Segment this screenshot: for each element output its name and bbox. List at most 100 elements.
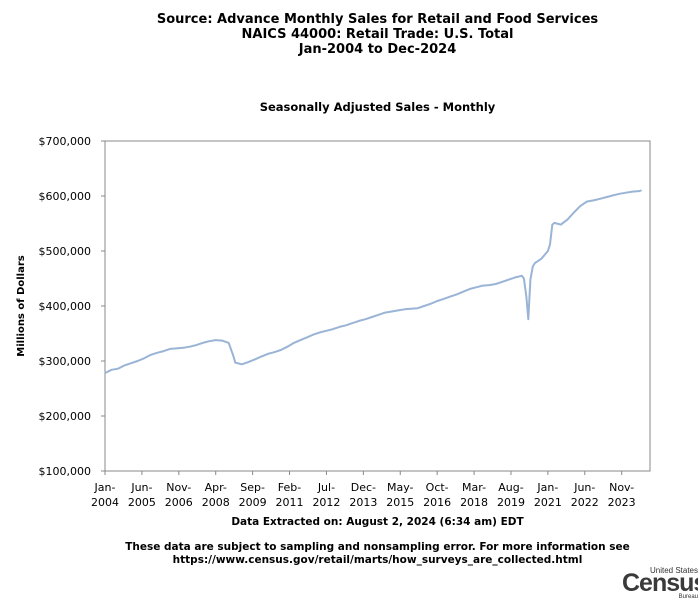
data-point <box>481 284 484 287</box>
data-point <box>267 353 269 355</box>
data-point <box>403 308 406 311</box>
data-point <box>618 193 621 195</box>
data-point <box>514 276 517 279</box>
data-point <box>592 199 595 202</box>
x-tick-label-month: Oct- <box>426 481 449 494</box>
data-point <box>442 298 445 300</box>
x-tick-label-month: Jan- <box>94 481 116 494</box>
data-point <box>540 257 543 260</box>
data-point <box>468 288 471 290</box>
data-point <box>640 189 642 192</box>
data-point <box>104 372 106 374</box>
header-source-line: Source: Advance Monthly Sales for Retail… <box>156 12 599 27</box>
y-tick-label: $100,000 <box>39 465 92 478</box>
data-point <box>553 222 556 224</box>
data-point <box>195 344 197 346</box>
x-axis: Jan- 2004 Jun- 2005 Nov- 2006 Apr- 2008 Sep- 2009… <box>91 471 636 509</box>
data-point <box>208 340 210 343</box>
data-point <box>547 250 549 252</box>
header-date-range: Jan-2004 to Dec-2024 <box>298 42 457 57</box>
footnote-line-1: These data are subject to sampling and n… <box>125 541 630 553</box>
data-point <box>410 308 412 310</box>
x-tick-label-month: Nov- <box>609 481 634 494</box>
data-point <box>188 345 191 348</box>
data-point <box>182 347 184 349</box>
data-point <box>162 350 165 352</box>
data-point <box>521 275 523 277</box>
data-point <box>475 286 478 289</box>
x-tick-label-month: Nov- <box>166 481 191 494</box>
chart-title: Seasonally Adjusted Sales - Monthly <box>259 100 496 114</box>
data-point <box>214 339 217 341</box>
x-tick-label-month: Dec- <box>351 481 376 494</box>
data-point <box>377 314 380 316</box>
data-point <box>169 348 171 350</box>
data-point <box>416 307 419 310</box>
data-point <box>549 243 551 246</box>
x-tick-label-year: 2012 <box>312 496 340 509</box>
data-point <box>449 295 452 298</box>
footnote: These data are subject to sampling and n… <box>0 541 700 567</box>
y-tick-label: $300,000 <box>39 355 92 368</box>
data-point <box>586 200 588 203</box>
x-tick-label-year: 2019 <box>497 496 525 509</box>
data-point <box>488 284 491 286</box>
data-point <box>110 369 113 371</box>
y-tick-label: $700,000 <box>39 135 92 148</box>
data-point <box>332 328 334 330</box>
data-point <box>527 318 530 321</box>
data-point <box>525 295 528 297</box>
data-point <box>638 190 640 192</box>
x-tick-label-year: 2008 <box>202 496 230 509</box>
data-point <box>293 342 295 344</box>
data-point <box>156 352 158 354</box>
x-tick-label-month: Sep- <box>240 481 265 494</box>
data-point <box>390 310 393 313</box>
logo-main-text: Census <box>622 569 698 597</box>
footnote-url[interactable]: https://www.census.gov/retail/marts/how_… <box>172 554 583 566</box>
data-point <box>529 278 532 281</box>
x-tick-label-month: May- <box>387 481 414 494</box>
data-point <box>462 290 465 293</box>
y-axis: $100,000 $200,000 $300,000 $400,000 $500,000… <box>39 135 105 478</box>
data-point <box>319 331 321 334</box>
data-point <box>551 223 554 226</box>
data-point <box>579 205 582 207</box>
data-point <box>280 349 282 351</box>
x-tick-label-month: Aug- <box>498 481 523 494</box>
series-group <box>104 189 642 374</box>
census-logo: United States Census Bureau <box>620 566 698 600</box>
data-point <box>227 342 230 344</box>
data-point <box>286 345 289 348</box>
data-point <box>123 364 126 367</box>
y-tick-label: $500,000 <box>39 245 92 258</box>
data-point <box>345 324 347 327</box>
data-point <box>241 363 243 366</box>
x-tick-label-year: 2009 <box>239 496 267 509</box>
y-tick-label: $400,000 <box>39 300 92 313</box>
data-point <box>221 339 223 342</box>
data-point <box>325 330 328 332</box>
data-point <box>625 191 627 194</box>
x-tick-label-year: 2016 <box>423 496 451 509</box>
x-tick-label-month: Mar- <box>462 481 486 494</box>
data-point <box>306 336 308 339</box>
data-point <box>312 333 315 336</box>
y-tick-label: $200,000 <box>39 410 92 423</box>
x-tick-label-year: 2021 <box>534 496 562 509</box>
data-point <box>455 293 458 296</box>
x-tick-label-month: Feb- <box>278 481 301 494</box>
data-point <box>117 367 119 370</box>
x-tick-label-month: Jun- <box>130 481 152 494</box>
data-point <box>149 354 152 356</box>
data-point <box>260 355 263 358</box>
data-extracted-note: Data Extracted on: August 2, 2024 (6:34 … <box>231 516 524 528</box>
y-tick-label: $600,000 <box>39 190 92 203</box>
data-point <box>397 309 399 312</box>
data-point <box>495 283 497 285</box>
data-point <box>560 223 562 226</box>
data-point <box>143 357 145 360</box>
x-tick-label-month: Jun- <box>573 481 595 494</box>
data-point <box>532 265 534 268</box>
